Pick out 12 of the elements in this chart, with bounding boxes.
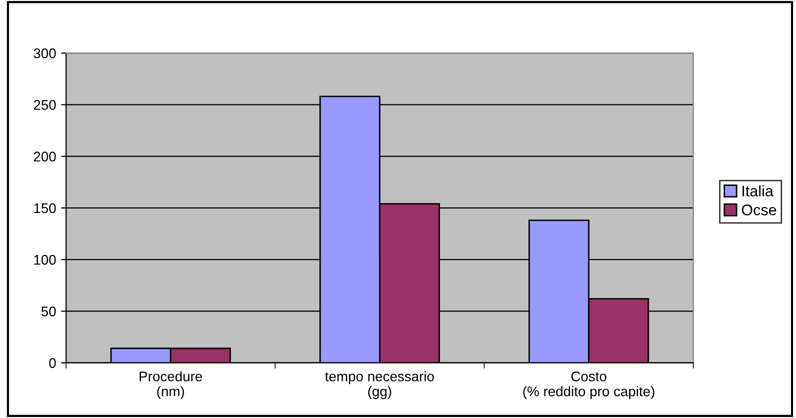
y-tick-label: 100 <box>34 254 56 265</box>
y-tick-label: 50 <box>41 306 56 316</box>
legend-label: Italia <box>742 185 774 196</box>
x-tick-label: Procedure (nm) <box>140 371 202 400</box>
x-tick-label: Costo (% reddito pro capite) <box>523 372 654 400</box>
y-tick-label: 150 <box>34 203 56 214</box>
legend-label: Ocse <box>742 204 776 216</box>
y-tick-label: 300 <box>34 48 56 58</box>
y-tick-label: 250 <box>34 100 56 110</box>
y-tick-label: 0 <box>49 358 56 368</box>
x-tick-label: tempo necessario (gg) <box>325 371 434 400</box>
y-tick-label: 200 <box>34 152 56 162</box>
